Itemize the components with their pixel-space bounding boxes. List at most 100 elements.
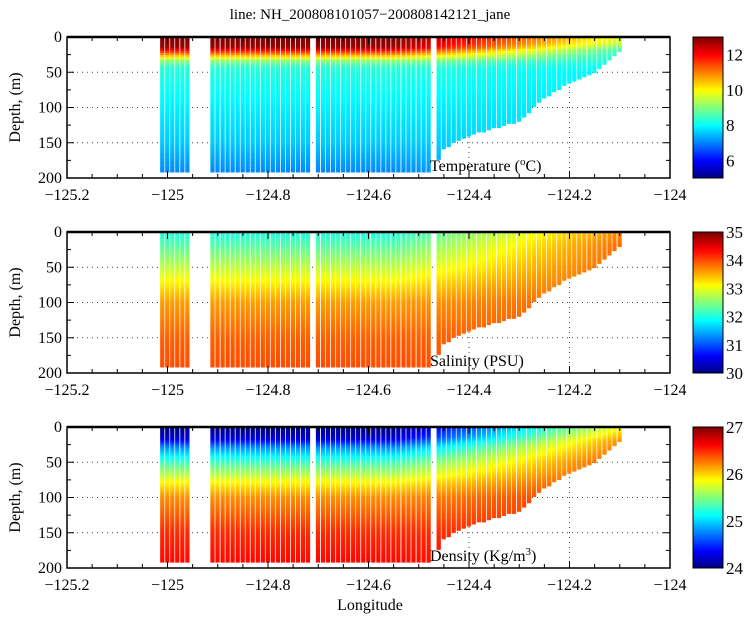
data-point [316,169,320,172]
colorbar-tick-label: 10 [726,81,743,100]
data-point [557,87,561,90]
y-tick-label: 0 [54,29,62,46]
data-point [306,169,310,172]
data-point [497,125,501,128]
data-point [351,169,355,172]
data-point [175,364,179,367]
y-axis-label: Depth, (m) [7,72,24,142]
data-point [607,57,611,60]
data-point [391,169,395,172]
data-point [210,169,214,172]
colorbar: 6 8 10 12 [693,37,743,179]
data-point [286,169,290,172]
data-point [276,169,280,172]
y-tick-label: 100 [38,100,62,117]
x-tick-label: −124 [653,187,686,204]
x-tick-label: −125 [151,187,184,204]
data-point [185,364,189,367]
data-point [356,169,360,172]
data-point [447,144,451,147]
variable-label-text: Temperature ( [430,158,520,175]
data-point [160,364,164,367]
data-point [251,169,255,172]
data-point [582,74,586,77]
data-point [376,169,380,172]
data-point [522,114,526,117]
colorbar-tick-label: 6 [726,151,735,170]
data-point [577,76,581,79]
data-point [346,169,350,172]
data-point [246,169,250,172]
data-point [170,169,174,172]
data-point [226,169,230,172]
data-point [472,131,476,134]
data-point [417,169,421,172]
data-point [361,169,365,172]
data-point [381,169,385,172]
y-tick-label: 200 [38,170,62,187]
data-point [180,169,184,172]
data-point [602,62,606,65]
data-point [562,83,566,86]
data-point [612,53,616,56]
data-point [221,169,225,172]
data-point [532,104,536,107]
data-point [180,364,184,367]
data-point [321,169,325,172]
data-point [175,169,179,172]
data-point [597,66,601,69]
data-point [386,169,390,172]
data-point [547,93,551,96]
panel-0: −125.2−125−124.8−124.6−124.4−124.2−12405… [7,29,743,204]
data-point [512,121,516,124]
data-point [210,364,214,367]
data-point [170,364,174,367]
data-point [592,70,596,73]
x-tick-label: −124.8 [245,187,290,204]
data-point [502,123,506,126]
data-point [507,121,511,124]
data-point [231,169,235,172]
data-point [215,169,219,172]
data-point [411,169,415,172]
data-point [336,169,340,172]
data-point [587,72,591,75]
data-point [452,140,456,143]
variable-label-end: C) [525,158,541,175]
colorbar-tick-label: 12 [726,46,743,65]
data-point [482,129,486,132]
data-point [160,169,164,172]
data-point [462,136,466,139]
data-point [281,169,285,172]
y-tick-label: 50 [46,64,62,81]
data-point [422,169,426,172]
x-tick-label: −124.6 [346,187,391,204]
data-points [160,231,622,367]
data-point [467,133,471,136]
data-point [241,169,245,172]
data-point [477,129,481,132]
data-point [542,95,546,98]
data-point [185,169,189,172]
data-point [371,169,375,172]
data-point [236,169,240,172]
variable-label: Temperature (oC) [430,156,541,175]
data-point [517,119,521,122]
data-point [572,78,576,81]
y-tick-label: 150 [38,135,62,152]
x-tick-label: −124.4 [446,187,491,204]
data-point [457,138,461,141]
data-point [331,169,335,172]
data-point [527,110,531,113]
data-point [296,169,300,172]
data-point [406,169,410,172]
colorbar-tick-label: 8 [726,116,735,135]
panel-1: −125.2−125−124.8−124.6−124.4−124.2−12405… [7,223,744,399]
data-point [261,169,265,172]
data-point [291,169,295,172]
data-point [442,146,446,149]
data-point [618,49,622,52]
data-point [326,169,330,172]
data-point [396,169,400,172]
